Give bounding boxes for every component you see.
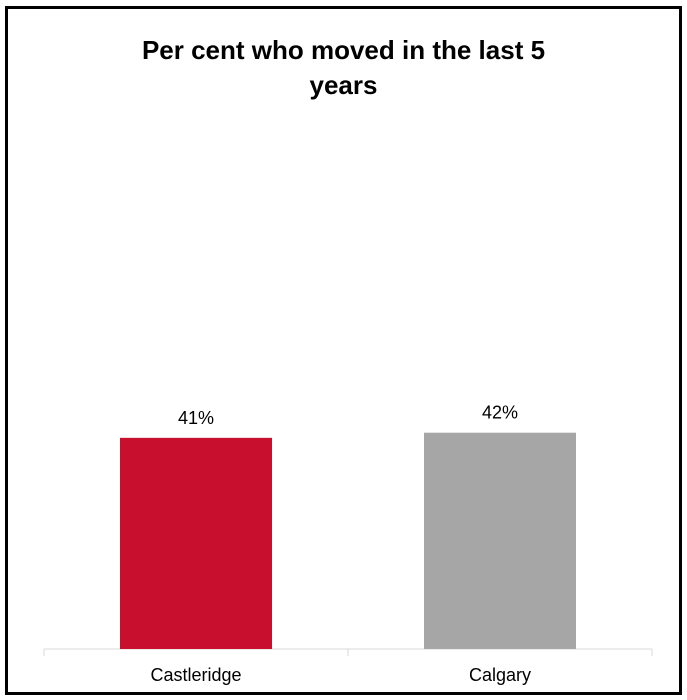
category-label-calgary: Calgary — [469, 665, 531, 685]
chart-title-line-2: years — [309, 70, 378, 100]
category-label-castleridge: Castleridge — [150, 665, 241, 685]
bar-castleridge — [120, 437, 272, 649]
chart-title: Per cent who moved in the last 5 years — [0, 33, 687, 103]
data-label-calgary: 42% — [482, 403, 518, 423]
data-label-castleridge: 41% — [178, 408, 214, 428]
chart-title-line-1: Per cent who moved in the last 5 — [141, 35, 546, 65]
bar-calgary — [424, 432, 576, 649]
